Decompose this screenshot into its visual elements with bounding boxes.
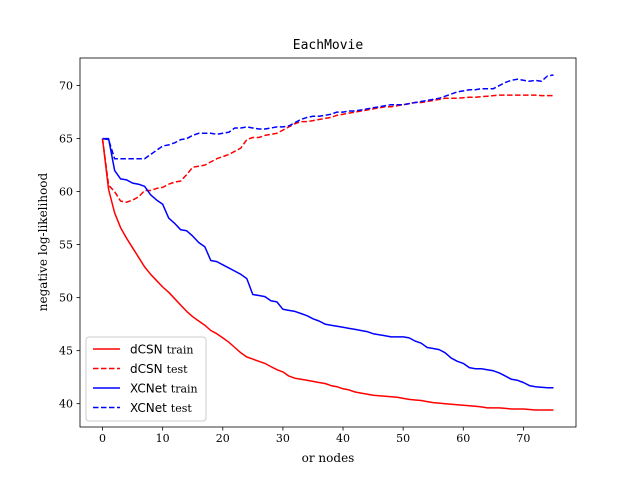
series-line-dcsn-test bbox=[101, 94, 554, 203]
x-tick-label: 40 bbox=[336, 432, 350, 445]
y-tick-label: 70 bbox=[59, 80, 73, 93]
x-tick-label: 10 bbox=[156, 432, 170, 445]
x-tick-label: 50 bbox=[396, 432, 410, 445]
legend-label-main: dCSN bbox=[130, 362, 163, 376]
legend-label-main: dCSN bbox=[130, 343, 163, 357]
legend-label-sub: test bbox=[167, 363, 189, 376]
axis-ticks: 0 10 20 30 40 50 60 70 40 45 50 55 60 65 70 bbox=[59, 80, 530, 445]
legend-label-sub: train bbox=[167, 344, 194, 357]
legend-label-main: XCNet bbox=[130, 382, 167, 396]
x-tick-label: 0 bbox=[99, 432, 106, 445]
legend-label-dcsn-train: dCSN train bbox=[130, 343, 193, 357]
y-tick-label: 50 bbox=[59, 292, 73, 305]
series-line-xcnet-train bbox=[102, 137, 554, 389]
legend-label-xcnet-train: XCNet train bbox=[130, 382, 198, 396]
legend-label-dcsn-test: dCSN test bbox=[130, 362, 188, 376]
y-tick-label: 65 bbox=[59, 133, 73, 146]
x-tick-label: 70 bbox=[516, 432, 530, 445]
x-tick-label: 30 bbox=[276, 432, 290, 445]
y-axis-label: negative log-likelihood bbox=[36, 172, 50, 311]
y-tick-label: 55 bbox=[59, 239, 73, 252]
legend-label-sub: test bbox=[171, 402, 193, 415]
series-line-xcnet-test bbox=[102, 74, 554, 160]
y-tick-label: 60 bbox=[59, 186, 73, 199]
legend-label-main: XCNet bbox=[130, 401, 167, 415]
series-line-dcsn-train bbox=[101, 138, 554, 411]
y-tick-label: 45 bbox=[59, 345, 73, 358]
legend-label-sub: train bbox=[171, 383, 198, 396]
legend-label-xcnet-test: XCNet test bbox=[130, 401, 192, 415]
x-axis-label: or nodes bbox=[302, 451, 355, 465]
x-tick-label: 60 bbox=[456, 432, 470, 445]
plot-area bbox=[101, 74, 554, 411]
x-tick-label: 20 bbox=[216, 432, 230, 445]
y-tick-label: 40 bbox=[59, 398, 73, 411]
plot-frame bbox=[79, 57, 577, 428]
chart-title: EachMovie bbox=[293, 38, 364, 53]
legend-box bbox=[85, 336, 207, 422]
